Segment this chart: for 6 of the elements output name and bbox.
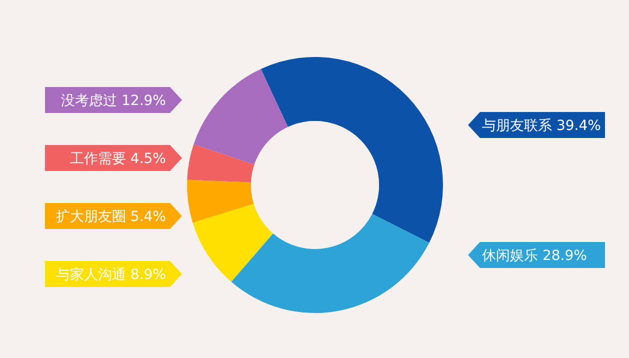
slice-label: 休闲娱乐 28.9% bbox=[482, 248, 587, 264]
slice-label: 没考虑过 12.9% bbox=[61, 93, 166, 109]
slice-label: 扩大朋友圈 5.4% bbox=[56, 209, 166, 225]
slice-label: 工作需要 4.5% bbox=[70, 151, 166, 167]
slice-label: 与朋友联系 39.4% bbox=[482, 118, 601, 134]
slice-label: 与家人沟通 8.9% bbox=[56, 267, 166, 283]
